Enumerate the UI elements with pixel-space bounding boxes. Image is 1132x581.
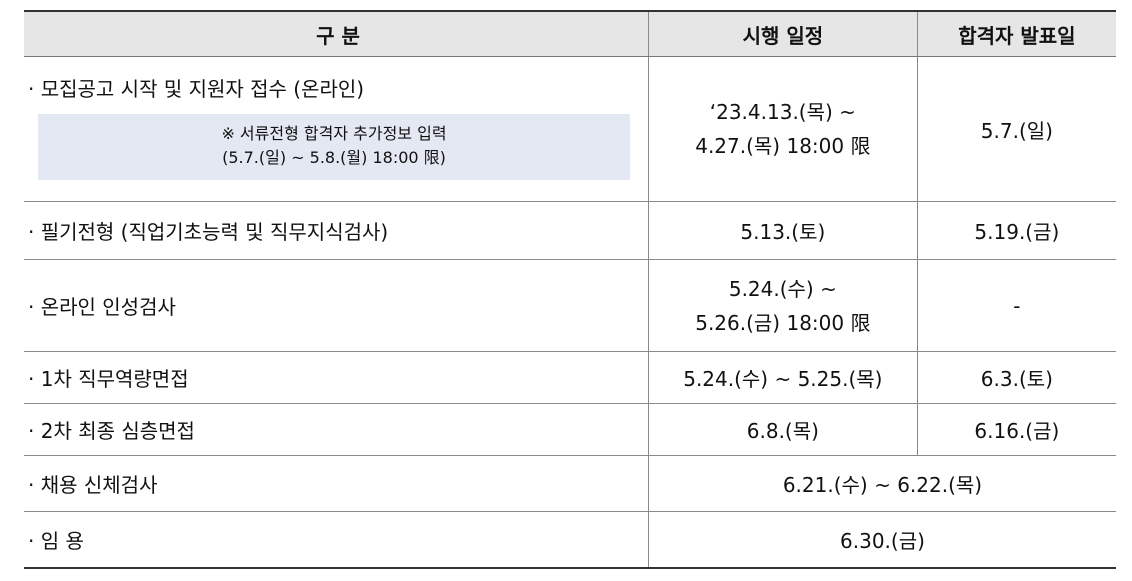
row-announcement-cell: -	[916, 259, 1116, 352]
schedule-line-2: 4.27.(목) 18:00 限	[695, 134, 871, 158]
row-category-cell: · 2차 최종 심층면접	[24, 403, 649, 456]
table-row: · 필기전형 (직업기초능력 및 직무지식검사) 5.13.(토) 5.19.(…	[24, 201, 1116, 260]
row-announcement-cell: 5.7.(일)	[916, 56, 1116, 202]
row-schedule-merged-cell: 6.21.(수) ~ 6.22.(목)	[647, 455, 1116, 512]
row-category-cell: · 모집공고 시작 및 지원자 접수 (온라인) ※ 서류전형 합격자 추가정보…	[24, 56, 649, 202]
row-schedule-merged-cell: 6.30.(금)	[647, 511, 1116, 569]
table-row: · 모집공고 시작 및 지원자 접수 (온라인) ※ 서류전형 합격자 추가정보…	[24, 56, 1116, 202]
row-schedule-cell: 5.24.(수) ~ 5.25.(목)	[647, 351, 918, 404]
row-schedule-cell: 6.8.(목)	[647, 403, 918, 456]
schedule-table-container: 구 분 시행 일정 합격자 발표일 · 모집공고 시작 및 지원자 접수 (온라…	[24, 10, 1116, 569]
schedule-table: 구 분 시행 일정 합격자 발표일 · 모집공고 시작 및 지원자 접수 (온라…	[24, 10, 1116, 569]
row-schedule-cell: 5.13.(토)	[647, 201, 918, 260]
row-schedule-cell: ‘23.4.13.(목) ~ 4.27.(목) 18:00 限	[647, 56, 918, 202]
note-box: ※ 서류전형 합격자 추가정보 입력 (5.7.(일) ~ 5.8.(월) 18…	[38, 114, 630, 180]
table-row: · 2차 최종 심층면접 6.8.(목) 6.16.(금)	[24, 403, 1116, 456]
row-announcement-cell: 6.3.(토)	[916, 351, 1116, 404]
table-row: · 임 용 6.30.(금)	[24, 511, 1116, 569]
schedule-line-1: ‘23.4.13.(목) ~	[709, 100, 856, 124]
header-category: 구 분	[24, 10, 649, 57]
row-category-cell: · 1차 직무역량면접	[24, 351, 649, 404]
note-line-2: (5.7.(일) ~ 5.8.(월) 18:00 限)	[222, 148, 446, 167]
table-row: · 채용 신체검사 6.21.(수) ~ 6.22.(목)	[24, 455, 1116, 512]
row-announcement-cell: 5.19.(금)	[916, 201, 1116, 260]
table-row: · 1차 직무역량면접 5.24.(수) ~ 5.25.(목) 6.3.(토)	[24, 351, 1116, 404]
note-line-1: ※ 서류전형 합격자 추가정보 입력	[221, 124, 447, 143]
schedule-line-1: 5.24.(수) ~	[728, 276, 837, 301]
schedule-line-2: 5.26.(금) 18:00 限	[695, 310, 871, 335]
header-announcement: 합격자 발표일	[916, 10, 1116, 57]
row-category-cell: · 임 용	[24, 511, 649, 569]
row-category-cell: · 채용 신체검사	[24, 455, 649, 512]
header-schedule: 시행 일정	[647, 10, 918, 57]
row-schedule-cell: 5.24.(수) ~ 5.26.(금) 18:00 限	[647, 259, 918, 352]
table-header-row: 구 분 시행 일정 합격자 발표일	[24, 10, 1116, 57]
row-category-cell: · 온라인 인성검사	[24, 259, 649, 352]
row-category-text: · 모집공고 시작 및 지원자 접수 (온라인)	[28, 77, 365, 101]
table-row: · 온라인 인성검사 5.24.(수) ~ 5.26.(금) 18:00 限 -	[24, 259, 1116, 352]
row-announcement-cell: 6.16.(금)	[916, 403, 1116, 456]
row-category-cell: · 필기전형 (직업기초능력 및 직무지식검사)	[24, 201, 649, 260]
